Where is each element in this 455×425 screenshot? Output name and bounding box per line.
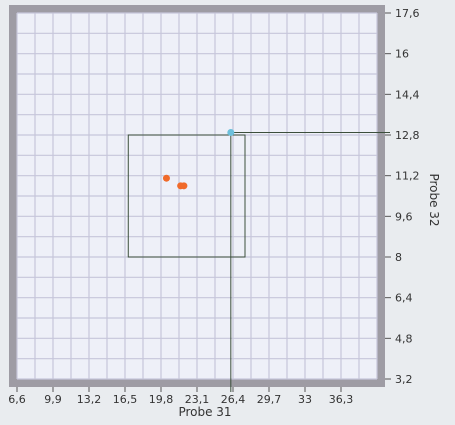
x-tick-label: 9,9 bbox=[44, 393, 62, 406]
x-tick-label: 33 bbox=[298, 393, 312, 406]
x-tick-label: 26,4 bbox=[221, 393, 246, 406]
data-point bbox=[227, 128, 235, 136]
y-tick-label: 4,8 bbox=[395, 332, 413, 345]
y-tick-label: 17,6 bbox=[395, 7, 420, 20]
x-axis-label: Probe 31 bbox=[178, 405, 231, 419]
grid-lines bbox=[16, 12, 378, 380]
data-point bbox=[180, 182, 188, 190]
x-tick-label: 36,3 bbox=[329, 393, 354, 406]
x-tick-label: 6,6 bbox=[8, 393, 26, 406]
y-tick-label: 11,2 bbox=[395, 170, 420, 183]
y-tick-label: 16 bbox=[395, 48, 409, 61]
y-axis-label: Probe 32 bbox=[427, 173, 441, 226]
crosshair-lines bbox=[230, 131, 390, 392]
x-tick-label: 16,5 bbox=[113, 393, 138, 406]
x-tick-label: 29,7 bbox=[257, 393, 282, 406]
x-axis-ticks: 6,6 9,9 13,2 16,5 19,8 23,1 26,4 29,7 33 36,3 bbox=[8, 387, 353, 406]
x-tick-label: 13,2 bbox=[77, 393, 102, 406]
y-tick-label: 12,8 bbox=[395, 129, 420, 142]
data-point bbox=[162, 174, 170, 182]
y-tick-label: 3,2 bbox=[395, 373, 413, 386]
y-tick-label: 9,6 bbox=[395, 210, 413, 223]
y-tick-label: 6,4 bbox=[395, 292, 413, 305]
x-tick-label: 19,8 bbox=[149, 393, 174, 406]
x-tick-label: 23,1 bbox=[185, 393, 210, 406]
y-tick-label: 8 bbox=[395, 251, 402, 264]
y-tick-label: 14,4 bbox=[395, 88, 420, 101]
y-axis-ticks: 3,2 4,8 6,4 8 9,6 11,2 12,8 14,4 16 17,6 bbox=[385, 7, 420, 386]
data-points bbox=[162, 128, 235, 190]
selection-rectangle bbox=[127, 134, 246, 258]
selection-box[interactable] bbox=[127, 134, 246, 258]
